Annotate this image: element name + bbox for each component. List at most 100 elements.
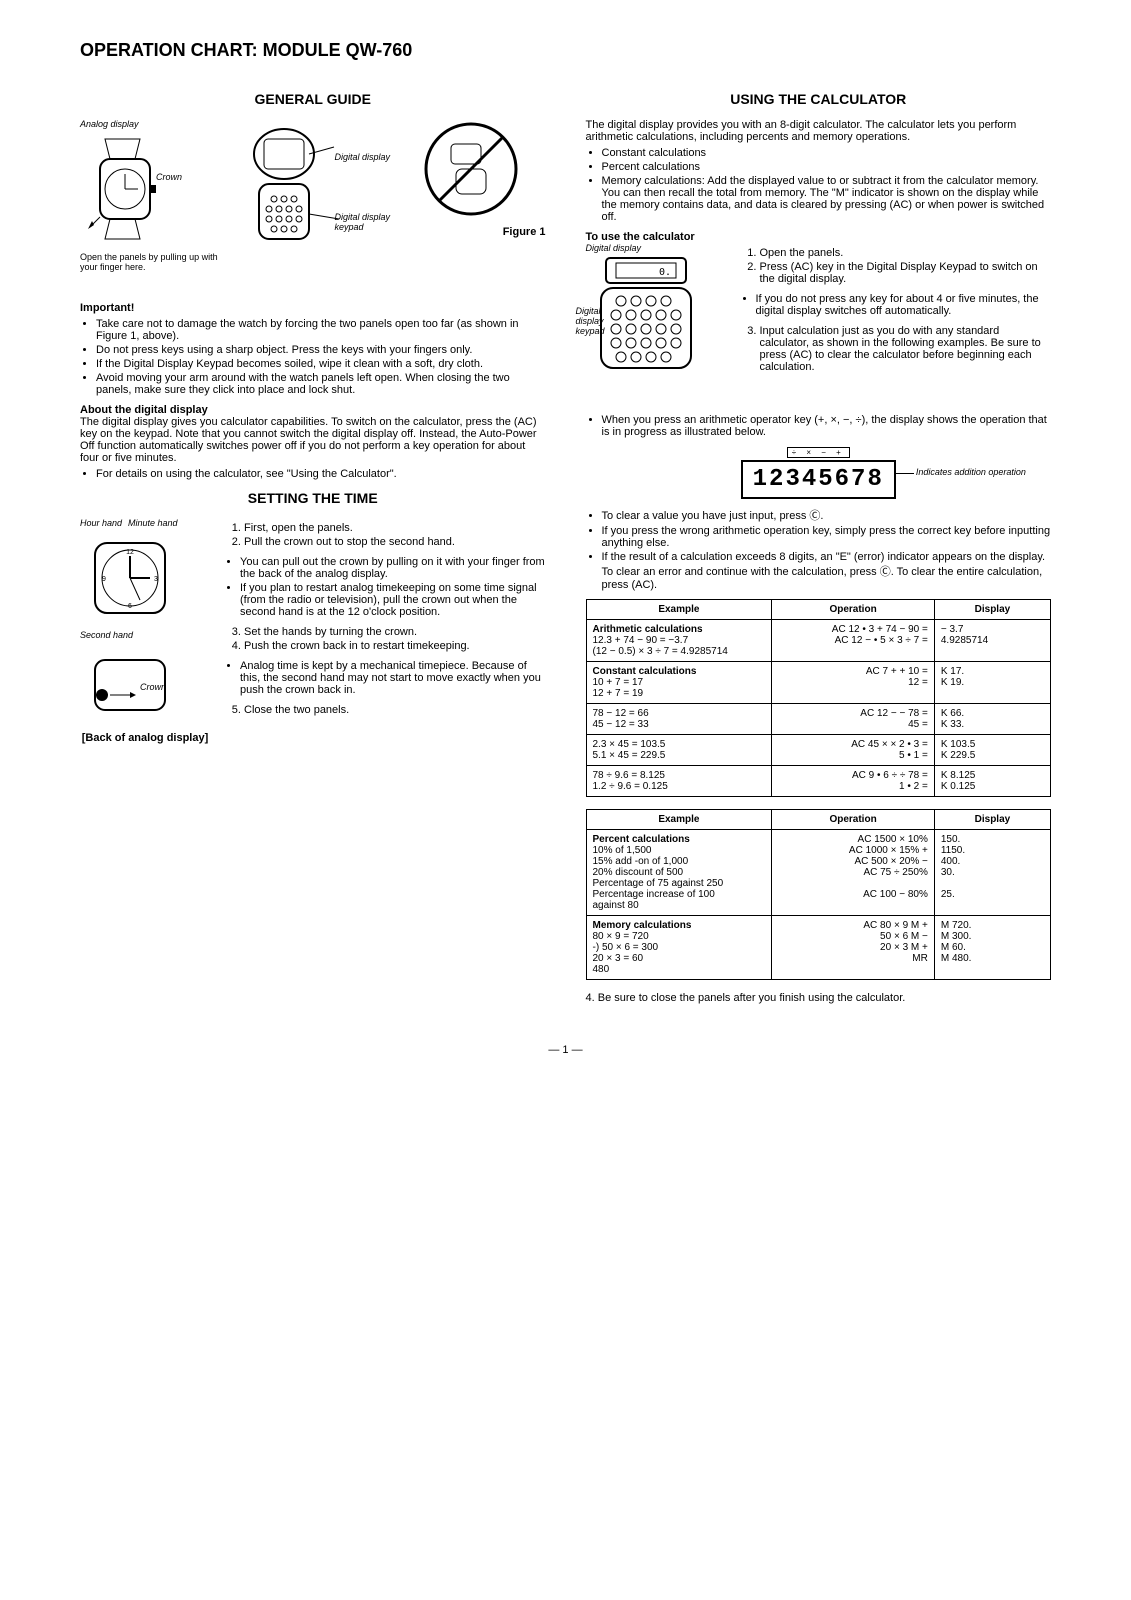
table-cell: AC 9 • 6 ÷ ÷ 78 = 1 • 2 = — [772, 766, 935, 797]
list-item: When you press an arithmetic operator ke… — [602, 414, 1052, 438]
table-cell: − 3.7 4.9285714 — [934, 620, 1050, 662]
calc-intro: The digital display provides you with an… — [586, 119, 1052, 143]
calc-table-1: Example Operation Display Arithmetic cal… — [586, 599, 1052, 797]
table-header: Display — [934, 810, 1050, 830]
about-label: About the digital display — [80, 404, 546, 416]
list-item: Do not press keys using a sharp object. … — [96, 344, 546, 356]
table-cell: AC 80 × 9 M + 50 × 6 M − 20 × 3 M + MR — [772, 916, 935, 980]
watch-open-icon — [239, 119, 349, 259]
setting-bullets-2: Analog time is kept by a mechanical time… — [224, 660, 546, 696]
digital-display-label-2: Digital display — [586, 243, 726, 253]
list-item: Input calculation just as you do with an… — [760, 325, 1052, 373]
calc-intro-bullets: Constant calculations Percent calculatio… — [586, 147, 1052, 223]
table-cell: AC 12 − − 78 = 45 = — [772, 704, 935, 735]
right-column: USING THE CALCULATOR The digital display… — [586, 81, 1052, 1004]
list-item: Set the hands by turning the crown. — [244, 626, 546, 638]
important-list: Take care not to damage the watch by for… — [80, 318, 546, 396]
table-cell: 78 − 12 = 66 45 − 12 = 33 — [586, 704, 772, 735]
list-item: Percent calculations — [602, 161, 1052, 173]
table-row: Percent calculations 10% of 1,500 15% ad… — [586, 830, 1051, 916]
table-header: Display — [934, 600, 1050, 620]
list-item: Constant calculations — [602, 147, 1052, 159]
steps-list-2: Set the hands by turning the crown. Push… — [224, 626, 546, 652]
to-use-bullet: If you do not press any key for about 4 … — [740, 293, 1052, 317]
table-cell: Constant calculations 10 + 7 = 17 12 + 7… — [586, 662, 772, 704]
table-cell: AC 1500 × 10% AC 1000 × 15% + AC 500 × 2… — [772, 830, 935, 916]
left-column: GENERAL GUIDE Analog display Open the pa… — [80, 81, 546, 1004]
list-item: Close the two panels. — [244, 704, 546, 716]
table-row: 78 ÷ 9.6 = 8.125 1.2 ÷ 9.6 = 0.125AC 9 •… — [586, 766, 1051, 797]
using-calculator-heading: USING THE CALCULATOR — [586, 91, 1052, 107]
table-cell: Percent calculations 10% of 1,500 15% ad… — [586, 830, 772, 916]
general-guide-heading: GENERAL GUIDE — [80, 91, 546, 107]
keypad-label-2: Digital display keypad — [576, 306, 616, 336]
open-panels-caption: Open the panels by pulling up with your … — [80, 252, 229, 272]
table-header: Operation — [772, 600, 935, 620]
to-use-steps: Open the panels. Press (AC) key in the D… — [740, 247, 1052, 285]
clear-bullets: To clear a value you have just input, pr… — [586, 507, 1052, 591]
table-cell: Memory calculations 80 × 9 = 720 -) 50 ×… — [586, 916, 772, 980]
table-cell: AC 12 • 3 + 74 − 90 = AC 12 − • 5 × 3 ÷ … — [772, 620, 935, 662]
figure-1-label: Figure 1 — [397, 226, 546, 238]
to-use-label: To use the calculator — [586, 231, 1052, 243]
setting-time-heading: SETTING THE TIME — [80, 490, 546, 506]
list-item: If you press the wrong arithmetic operat… — [602, 525, 1052, 549]
table-cell: K 103.5 K 229.5 — [934, 735, 1050, 766]
calc-figure-row: Digital display 0. Digital display keypa… — [586, 243, 1052, 406]
list-item: For details on using the calculator, see… — [96, 468, 546, 480]
page-number: — 1 — — [80, 1044, 1051, 1056]
table-header: Operation — [772, 810, 935, 830]
table-cell: 78 ÷ 9.6 = 8.125 1.2 ÷ 9.6 = 0.125 — [586, 766, 772, 797]
svg-text:9: 9 — [102, 576, 106, 583]
about-text: The digital display gives you calculator… — [80, 416, 546, 464]
list-item: If the Digital Display Keypad becomes so… — [96, 358, 546, 370]
list-item: If the result of a calculation exceeds 8… — [602, 551, 1052, 591]
table-cell: Arithmetic calculations 12.3 + 74 − 90 =… — [586, 620, 772, 662]
list-item: Avoid moving your arm around with the wa… — [96, 372, 546, 396]
display-indicators: ÷ × − + — [787, 447, 850, 458]
setting-bullets-1: You can pull out the crown by pulling on… — [224, 556, 546, 618]
table-cell: M 720. M 300. M 60. M 480. — [934, 916, 1050, 980]
prohibited-open-icon — [421, 119, 521, 219]
setting-time-row: Hour hand Minute hand 12 3 6 9 Second ha… — [80, 518, 546, 744]
table-row: Memory calculations 80 × 9 = 720 -) 50 ×… — [586, 916, 1051, 980]
table-header: Example — [586, 600, 772, 620]
table-cell: 2.3 × 45 = 103.5 5.1 × 45 = 229.5 — [586, 735, 772, 766]
svg-text:6: 6 — [128, 603, 132, 610]
hour-hand-label: Hour hand — [80, 518, 122, 528]
display-annotation: Indicates addition operation — [916, 467, 1026, 477]
table-cell: K 17. K 19. — [934, 662, 1050, 704]
digital-display-label: Digital display — [335, 152, 395, 162]
list-item: If you do not press any key for about 4 … — [756, 293, 1052, 317]
about-bullets: For details on using the calculator, see… — [80, 468, 546, 480]
two-column-layout: GENERAL GUIDE Analog display Open the pa… — [80, 81, 1051, 1004]
back-display-label: [Back of analog display] — [80, 732, 210, 744]
second-hand-label: Second hand — [80, 630, 210, 640]
footer-note: 4. Be sure to close the panels after you… — [586, 992, 1052, 1004]
to-use-steps-2: Input calculation just as you do with an… — [740, 325, 1052, 373]
list-item: Press (AC) key in the Digital Display Ke… — [760, 261, 1052, 285]
table-row: 78 − 12 = 66 45 − 12 = 33AC 12 − − 78 = … — [586, 704, 1051, 735]
crown-back-label: Crown — [140, 682, 270, 692]
setting-steps: First, open the panels. Pull the crown o… — [224, 518, 546, 744]
table-cell: AC 45 × × 2 • 3 = 5 • 1 = — [772, 735, 935, 766]
minute-hand-label: Minute hand — [128, 518, 178, 528]
table-cell: K 66. K 33. — [934, 704, 1050, 735]
steps-list-1: First, open the panels. Pull the crown o… — [224, 522, 546, 548]
list-item: Push the crown back in to restart timeke… — [244, 640, 546, 652]
figure-1-row: Analog display Open the panels by pullin… — [80, 119, 546, 292]
table-cell: AC 7 + + 10 = 12 = — [772, 662, 935, 704]
list-item: Memory calculations: Add the displayed v… — [602, 175, 1052, 223]
list-item: Open the panels. — [760, 247, 1052, 259]
list-item: If you plan to restart analog timekeepin… — [240, 582, 546, 618]
important-label: Important! — [80, 302, 546, 314]
analog-display-label: Analog display — [80, 119, 229, 129]
table-cell: K 8.125 K 0.125 — [934, 766, 1050, 797]
watch-closed-icon — [80, 129, 170, 249]
table-row: 2.3 × 45 = 103.5 5.1 × 45 = 229.5AC 45 ×… — [586, 735, 1051, 766]
table-row: Constant calculations 10 + 7 = 17 12 + 7… — [586, 662, 1051, 704]
page-title: OPERATION CHART: MODULE QW-760 — [80, 40, 1051, 61]
table-cell: 150. 1150. 400. 30. 25. — [934, 830, 1050, 916]
table-row: Arithmetic calculations 12.3 + 74 − 90 =… — [586, 620, 1051, 662]
svg-text:0.: 0. — [658, 267, 670, 278]
